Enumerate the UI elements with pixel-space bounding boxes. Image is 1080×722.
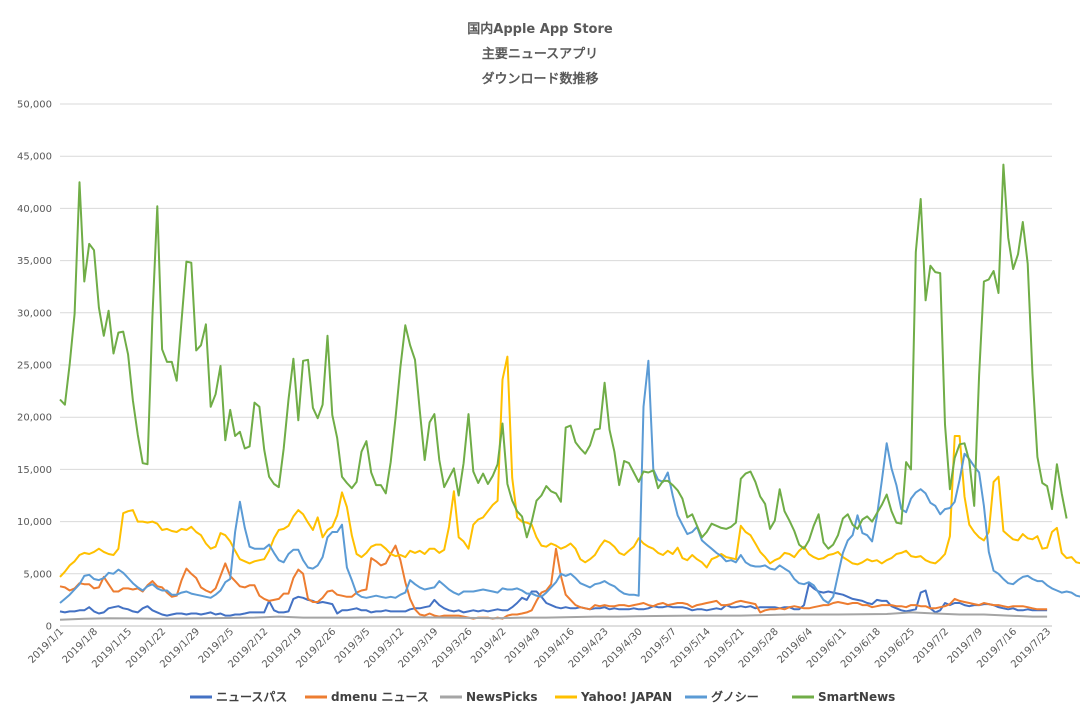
chart-title: 国内Apple App Store 主要ニュースアプリ ダウンロード数推移 — [467, 21, 613, 87]
series-line-3 — [59, 355, 1080, 578]
x-axis-tick-labels: 2019/1/12019/1/82019/1/152019/1/222019/1… — [27, 626, 1054, 670]
y-tick-label: 45,000 — [17, 152, 52, 163]
series-line-4 — [59, 359, 1080, 604]
chart-title-line-2: 主要ニュースアプリ — [482, 46, 598, 62]
x-tick-label: 2019/4/2 — [469, 626, 509, 666]
chart-title-line-1: 国内Apple App Store — [467, 21, 613, 37]
y-tick-label: 20,000 — [17, 413, 52, 424]
y-tick-label: 5,000 — [23, 569, 52, 580]
y-tick-label: 10,000 — [17, 517, 52, 528]
y-tick-label: 30,000 — [17, 308, 52, 319]
gridlines — [60, 103, 1052, 627]
series-line-2 — [59, 611, 1048, 621]
y-tick-label: 35,000 — [17, 256, 52, 267]
y-tick-label: 15,000 — [17, 465, 52, 476]
legend-label: NewsPicks — [466, 690, 538, 704]
legend-label: ニュースパス — [216, 690, 287, 704]
legend-label: dmenu ニュース — [331, 690, 429, 704]
series-line-1 — [59, 544, 1048, 620]
series-lines — [59, 163, 1080, 621]
chart-title-line-3: ダウンロード数推移 — [481, 71, 598, 87]
y-tick-label: 0 — [46, 622, 52, 633]
series-line-5 — [59, 163, 1068, 550]
legend-label: Yahoo! JAPAN — [580, 690, 672, 704]
legend: ニュースパス dmenu ニュース NewsPicks Yahoo! JAPAN グノシ… — [190, 689, 895, 704]
y-tick-label: 50,000 — [17, 100, 52, 111]
y-tick-label: 25,000 — [17, 361, 52, 372]
legend-label: グノシー — [711, 689, 759, 704]
series-line-0 — [59, 583, 1048, 617]
x-tick-label: 2019/7/2 — [912, 626, 952, 666]
legend-label: SmartNews — [818, 690, 895, 704]
y-tick-label: 40,000 — [17, 204, 52, 215]
y-axis-tick-labels: 0 5,000 10,000 15,000 20,000 25,000 30,000 35,0… — [17, 100, 52, 633]
